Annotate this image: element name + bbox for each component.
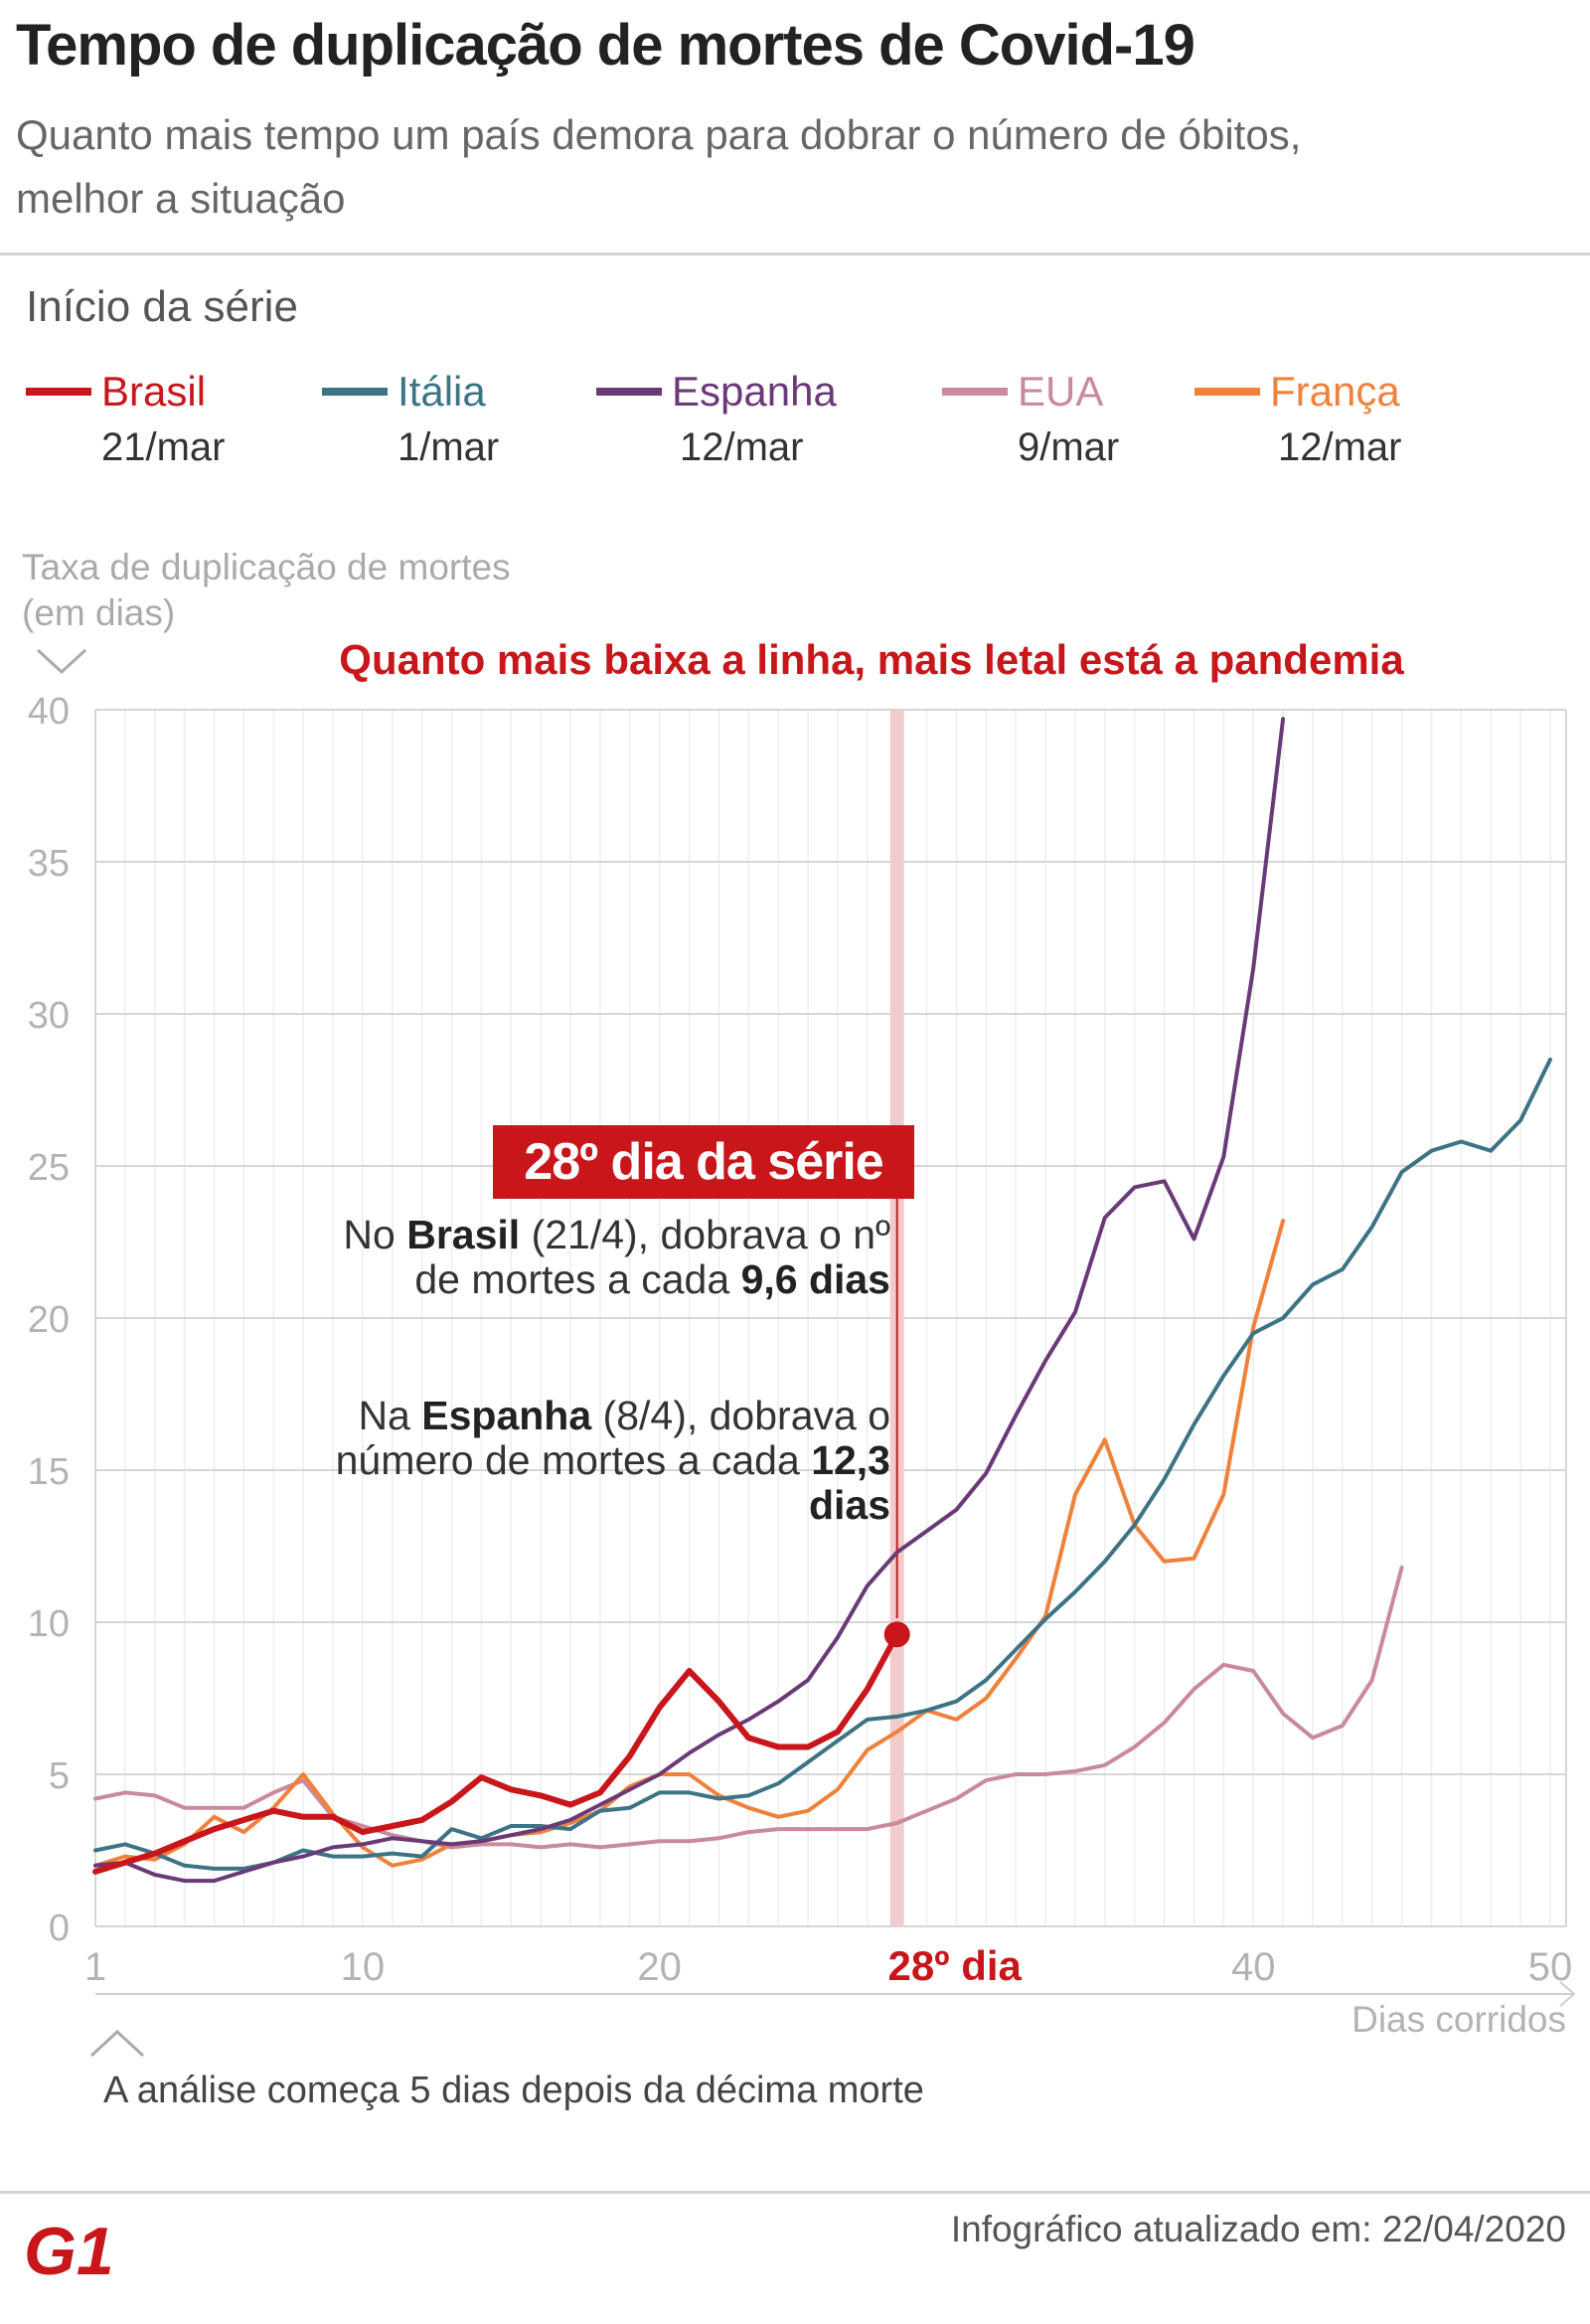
- y-axis-title: Taxa de duplicação de mortes (em dias): [22, 547, 511, 633]
- callout-brasil-text: No Brasil (21/4), dobrava o nº de mortes…: [334, 1213, 890, 1302]
- chart-axes: [95, 1981, 1576, 2007]
- footnote: A análise começa 5 dias depois da décima…: [103, 2070, 924, 2111]
- y-tick-label: 20: [28, 1299, 70, 1341]
- x-tick-highlight-label: 28º dia: [887, 1942, 1022, 1989]
- legend-name-eua: EUA: [1018, 368, 1104, 415]
- legend-swatch-eua: [942, 388, 1008, 396]
- g1-logo: G1: [24, 2214, 123, 2291]
- legend-swatch-espanha: [596, 388, 662, 396]
- legend-date-eua: 9/mar: [1018, 425, 1120, 469]
- callout-brasil-country: Brasil: [406, 1212, 521, 1257]
- g1-logo-icon: G1: [24, 2214, 114, 2289]
- legend-swatch-brasil: [26, 388, 91, 396]
- x-tick-label: 40: [1231, 1945, 1276, 1989]
- legend-date-espanha: 12/mar: [680, 425, 804, 469]
- series-line-italia: [93, 1057, 1552, 1871]
- callout-espanha-country: Espanha: [421, 1393, 592, 1438]
- callout-brasil-prefix: No: [343, 1212, 407, 1257]
- legend-swatch-italia: [322, 388, 388, 396]
- legend-name-franca: França: [1270, 368, 1400, 415]
- highlight-band: [889, 710, 904, 1926]
- x-axis-arrow-icon: [1559, 1981, 1576, 2007]
- g1-logo-text: G1: [24, 2215, 114, 2286]
- legend-date-brasil: 21/mar: [101, 425, 226, 469]
- callout-day-28-box: 28º dia da série: [493, 1125, 914, 1199]
- legend-item-eua: EUA 9/mar: [942, 368, 1119, 470]
- update-credit: Infográfico atualizado em: 22/04/2020: [950, 2209, 1566, 2249]
- y-tick-label: 5: [49, 1755, 70, 1797]
- legend-date-italia: 1/mar: [398, 425, 500, 469]
- footnote-arrow-icon: [89, 2029, 145, 2058]
- callout-espanha-mid: (8/4), dobrava o número de mortes a cada: [335, 1393, 890, 1483]
- x-tick-label: 10: [341, 1945, 386, 1989]
- chart-headline: Quanto mais baixa a linha, mais letal es…: [339, 636, 1404, 683]
- callout-espanha-prefix: Na: [358, 1393, 422, 1438]
- legend-name-italia: Itália: [398, 368, 486, 415]
- legend-date-franca: 12/mar: [1278, 425, 1402, 469]
- series-line-brasil: [92, 1631, 900, 1875]
- y-tick-label: 35: [28, 843, 70, 885]
- series-line-franca: [93, 1219, 1286, 1868]
- brasil-endpoint: [883, 1621, 910, 1648]
- page-subtitle: Quanto mais tempo um país demora para do…: [16, 111, 1302, 222]
- y-axis-arrow-icon: [36, 648, 87, 675]
- x-tick-label: 1: [84, 1945, 106, 1989]
- legend-item-brasil: Brasil 21/mar: [26, 368, 226, 470]
- legend-name-brasil: Brasil: [101, 368, 207, 415]
- callout-espanha-text: Na Espanha (8/4), dobrava o número de mo…: [334, 1394, 890, 1528]
- series-line-espanha: [93, 717, 1286, 1884]
- legend-item-espanha: Espanha 12/mar: [596, 368, 837, 470]
- y-tick-label: 0: [49, 1908, 70, 1949]
- legend-swatch-franca: [1194, 388, 1260, 396]
- legend-item-franca: França 12/mar: [1194, 368, 1402, 470]
- x-tick-label: 20: [637, 1945, 682, 1989]
- series-line-eua: [93, 1565, 1404, 1850]
- callout-brasil-mid: (21/4), dobrava o nº de mortes a cada: [414, 1212, 890, 1302]
- y-tick-label: 15: [28, 1451, 70, 1493]
- series-start-label: Início da série: [26, 282, 298, 331]
- legend-item-italia: Itália 1/mar: [322, 368, 499, 470]
- chart-ticks: 0 5 10 15 20 25 30 35 40 1 10 20 40 50 28º dia Dias cor…: [28, 691, 1573, 2040]
- top-divider: [0, 252, 1590, 255]
- callout-brasil-value: 9,6 dias: [740, 1256, 890, 1302]
- bottom-divider: [0, 2191, 1590, 2194]
- chart-series: [92, 717, 1552, 1884]
- x-tick-label: 50: [1528, 1945, 1573, 1989]
- y-tick-label: 10: [28, 1603, 70, 1645]
- callout-espanha-value: 12,3 dias: [808, 1437, 890, 1528]
- page-title: Tempo de duplicação de mortes de Covid-1…: [16, 13, 1195, 78]
- y-tick-label: 25: [28, 1147, 70, 1189]
- legend-name-espanha: Espanha: [672, 368, 837, 415]
- x-axis-title: Dias corridos: [1352, 1999, 1566, 2040]
- y-tick-label: 30: [28, 995, 70, 1037]
- y-tick-label: 40: [28, 691, 70, 733]
